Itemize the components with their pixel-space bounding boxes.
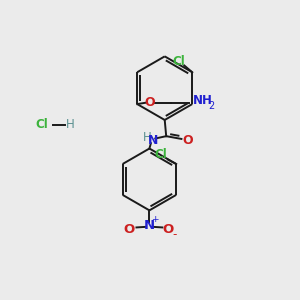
Text: H: H <box>142 131 151 144</box>
Text: Cl: Cl <box>172 55 185 68</box>
Text: Cl: Cl <box>154 148 167 161</box>
Text: O: O <box>124 223 135 236</box>
Text: Cl: Cl <box>36 118 48 131</box>
Text: H: H <box>65 118 74 131</box>
Text: O: O <box>145 96 155 109</box>
Text: -: - <box>172 228 176 241</box>
Text: O: O <box>182 134 193 147</box>
Text: N: N <box>148 134 158 147</box>
Text: NH: NH <box>193 94 213 107</box>
Text: 2: 2 <box>208 100 215 110</box>
Text: O: O <box>163 223 174 236</box>
Text: +: + <box>151 215 158 224</box>
Text: N: N <box>144 219 155 232</box>
